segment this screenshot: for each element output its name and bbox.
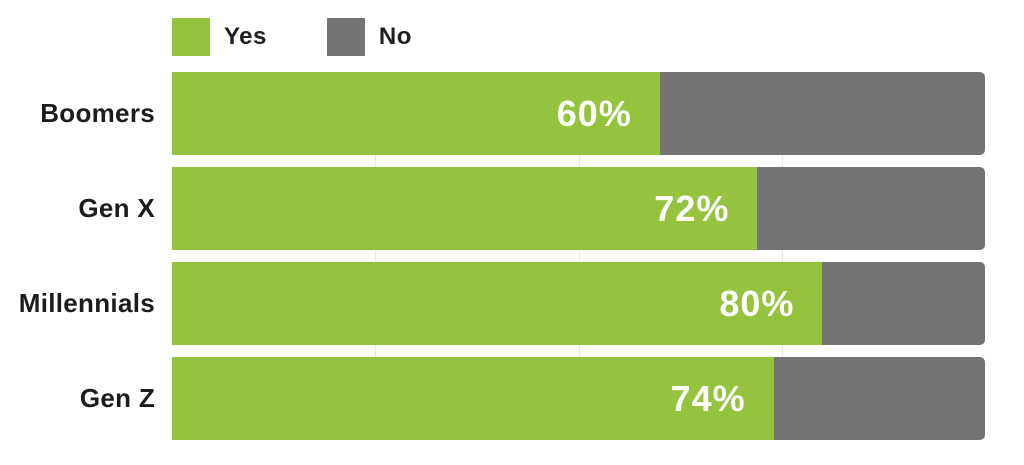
bar-segment-no — [822, 262, 985, 345]
gridline-50pct — [578, 72, 580, 440]
category-label: Millennials — [18, 288, 155, 318]
value-label: 60% — [556, 92, 632, 134]
bar-row-genx: Gen X 72% — [0, 167, 1024, 250]
legend-swatch-no — [326, 18, 365, 56]
bar-row-genz: Gen Z 74% — [0, 357, 1024, 440]
bar-track: 72% — [172, 167, 985, 250]
bar-row-millennials: Millennials 80% — [0, 262, 1024, 345]
bar-segment-yes: 72% — [172, 167, 758, 250]
bar-segment-yes: 80% — [172, 262, 823, 345]
bar-row-boomers: Boomers 60% — [0, 72, 1024, 155]
bar-track: 60% — [172, 72, 985, 155]
category-label: Gen X — [78, 193, 155, 223]
category-label: Boomers — [40, 98, 155, 128]
gridline-75pct — [781, 72, 783, 440]
bar-segment-no — [659, 72, 985, 155]
legend-swatch-yes — [172, 18, 210, 56]
category-label: Gen Z — [79, 383, 155, 413]
chart-plot-area: Boomers 60% Gen X 72% Millennials 80% — [0, 72, 1024, 440]
legend-label-no: No — [378, 23, 412, 50]
gridline-25pct — [375, 72, 377, 440]
value-label: 80% — [719, 282, 795, 324]
bar-segment-yes: 60% — [172, 72, 660, 155]
value-label: 72% — [654, 187, 730, 229]
bar-track: 80% — [172, 262, 985, 345]
bar-segment-no — [773, 357, 985, 440]
legend: Yes No — [172, 18, 412, 56]
bar-segment-no — [757, 167, 985, 250]
bar-track: 74% — [172, 357, 985, 440]
bar-segment-yes: 74% — [172, 357, 774, 440]
legend-label-yes: Yes — [224, 23, 267, 50]
value-label: 74% — [670, 377, 746, 419]
